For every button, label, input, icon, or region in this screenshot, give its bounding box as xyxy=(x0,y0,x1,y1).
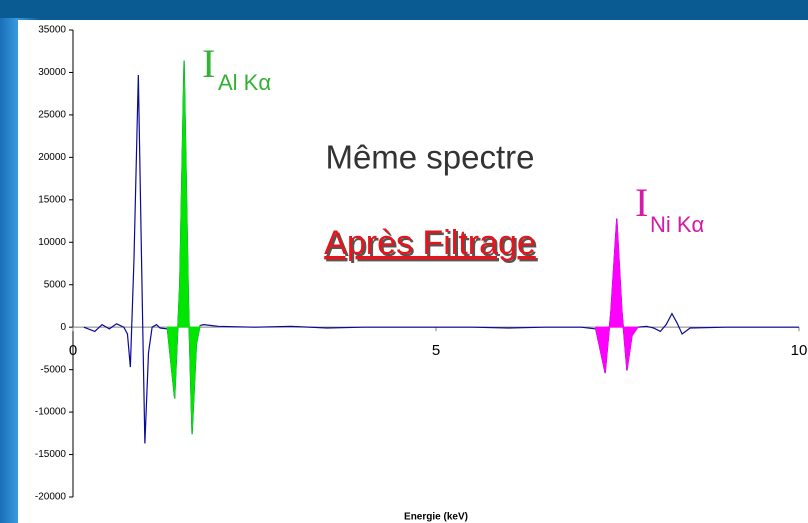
y-tick-label: -20000 xyxy=(35,492,67,503)
annotation: Même spectre xyxy=(325,139,534,176)
y-tick-label: 35000 xyxy=(38,25,66,36)
y-tick-label: 30000 xyxy=(38,67,66,78)
slide-band xyxy=(0,0,808,18)
annotation-shadow: Après Filtrage xyxy=(326,226,538,264)
y-tick-label: 20000 xyxy=(38,152,66,163)
y-tick-label: 5000 xyxy=(44,279,67,290)
area xyxy=(595,218,639,374)
y-tick-label: -10000 xyxy=(35,407,67,418)
annotation: I xyxy=(635,180,648,225)
annotation-sub: Al Kα xyxy=(218,70,271,95)
x-axis-label: Energie (keV) xyxy=(404,512,468,523)
y-tick-label: 25000 xyxy=(38,110,66,121)
annotation: Après Filtrage xyxy=(324,224,536,262)
y-tick-label: 0 xyxy=(60,322,66,333)
area xyxy=(166,60,201,435)
annotation: I xyxy=(202,41,215,86)
chart-area xyxy=(18,20,808,523)
y-tick-label: -15000 xyxy=(35,449,67,460)
y-tick-label: -5000 xyxy=(40,364,66,375)
y-tick-label: 15000 xyxy=(38,194,66,205)
line xyxy=(83,60,799,444)
y-tick-label: 10000 xyxy=(38,237,66,248)
x-tick-label: 10 xyxy=(791,342,808,359)
x-tick-label: 5 xyxy=(432,342,440,359)
x-tick-label: 0 xyxy=(69,342,77,359)
annotation-sub: Ni Kα xyxy=(650,212,705,237)
